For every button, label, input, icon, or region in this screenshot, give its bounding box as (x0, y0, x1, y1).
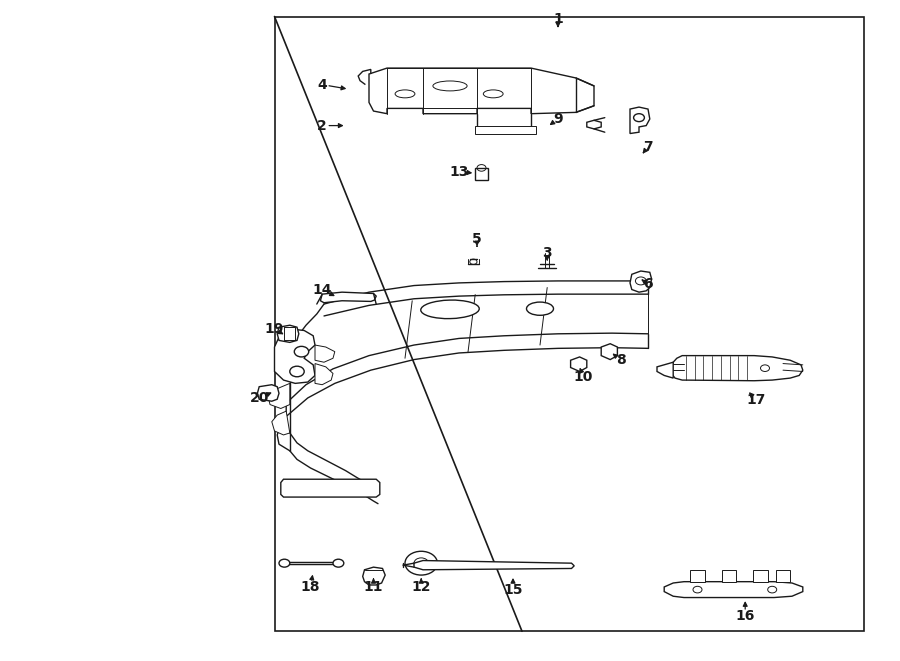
Polygon shape (268, 383, 290, 408)
Polygon shape (277, 325, 299, 342)
Text: 6: 6 (644, 277, 652, 292)
Circle shape (405, 551, 437, 575)
Polygon shape (257, 385, 279, 401)
Text: 2: 2 (318, 118, 327, 133)
Circle shape (333, 559, 344, 567)
Text: 8: 8 (616, 353, 625, 368)
Polygon shape (320, 292, 376, 303)
Polygon shape (272, 411, 290, 435)
Text: 20: 20 (249, 391, 269, 405)
Bar (475, 126, 536, 134)
Ellipse shape (526, 302, 554, 315)
Polygon shape (315, 364, 333, 385)
Bar (690, 570, 705, 582)
Polygon shape (315, 345, 335, 362)
Text: 5: 5 (472, 232, 482, 247)
Polygon shape (274, 329, 315, 383)
Text: 17: 17 (746, 393, 766, 407)
Bar (274, 17, 864, 631)
Text: 15: 15 (503, 582, 523, 597)
Polygon shape (363, 567, 385, 585)
Text: 11: 11 (364, 580, 383, 594)
Polygon shape (281, 479, 380, 497)
Polygon shape (657, 362, 673, 378)
Text: 19: 19 (265, 322, 284, 336)
Circle shape (290, 366, 304, 377)
Text: 14: 14 (312, 282, 332, 297)
Text: 1: 1 (554, 11, 562, 26)
Polygon shape (587, 120, 601, 129)
Circle shape (279, 559, 290, 567)
Polygon shape (369, 68, 594, 114)
Polygon shape (414, 561, 574, 570)
Text: 18: 18 (301, 580, 320, 594)
Polygon shape (664, 582, 803, 598)
Bar (776, 570, 790, 582)
Text: 9: 9 (554, 112, 562, 126)
Polygon shape (630, 271, 652, 292)
Polygon shape (630, 107, 650, 134)
Circle shape (294, 346, 309, 357)
Circle shape (414, 558, 428, 568)
Text: 3: 3 (543, 245, 552, 260)
Bar (722, 570, 736, 582)
Text: 12: 12 (411, 580, 431, 594)
Text: 16: 16 (735, 609, 755, 623)
Text: 7: 7 (644, 139, 652, 154)
Ellipse shape (421, 300, 479, 319)
Text: 10: 10 (573, 369, 593, 384)
Polygon shape (601, 344, 617, 360)
Bar (753, 570, 768, 582)
Polygon shape (671, 356, 803, 381)
Text: 4: 4 (318, 77, 327, 92)
Polygon shape (571, 357, 587, 371)
Text: 13: 13 (449, 165, 469, 179)
Bar (475, 168, 488, 180)
